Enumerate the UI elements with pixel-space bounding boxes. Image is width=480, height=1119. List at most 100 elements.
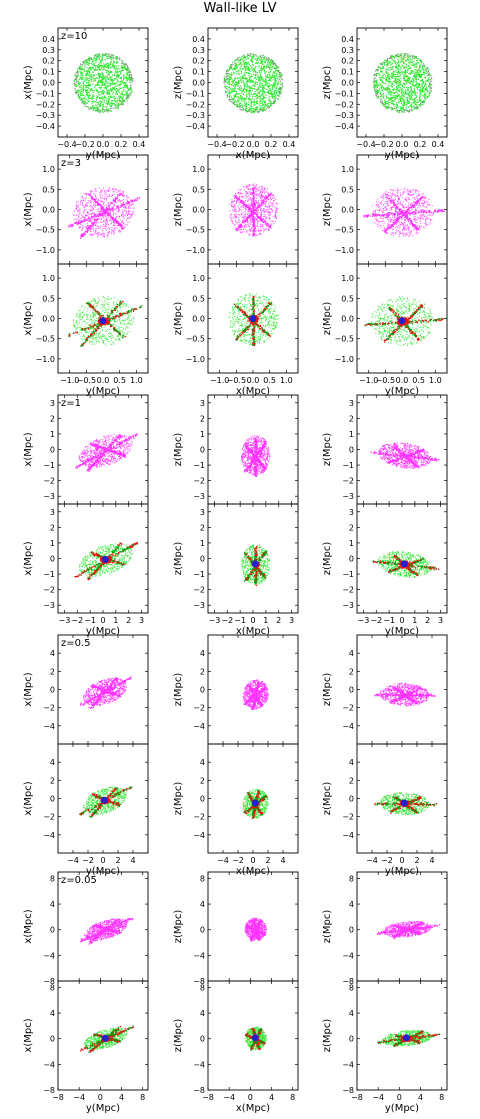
particle-point xyxy=(101,230,103,232)
particle-point xyxy=(428,68,430,71)
particle-point xyxy=(272,85,274,87)
particle-point xyxy=(414,66,416,68)
particle-point xyxy=(427,74,429,76)
particle-point xyxy=(269,68,271,71)
particle-point xyxy=(403,59,405,61)
particle-point xyxy=(111,209,113,211)
particle-point xyxy=(100,60,102,62)
particle-point xyxy=(119,59,121,61)
particle-point xyxy=(123,207,125,208)
particle-point xyxy=(427,80,429,82)
particle-point xyxy=(275,63,277,65)
particle-point xyxy=(117,223,120,226)
particle-point xyxy=(93,64,95,66)
particle-point xyxy=(254,75,256,77)
particle-point xyxy=(102,98,104,100)
particle-point xyxy=(245,98,247,101)
particle-point xyxy=(111,99,113,102)
particle-point xyxy=(257,106,259,108)
particle-point xyxy=(392,95,394,97)
particle-point xyxy=(103,75,105,77)
particle-point xyxy=(254,82,256,84)
particle-point xyxy=(105,223,107,225)
particle-point xyxy=(117,76,119,78)
particle-point xyxy=(106,98,108,100)
particle-point xyxy=(120,190,122,192)
particle-point xyxy=(274,67,276,69)
particle-point xyxy=(379,101,381,103)
particle-point xyxy=(124,85,127,87)
particle-point xyxy=(240,109,242,111)
particle-point xyxy=(387,104,390,106)
particle-point xyxy=(411,108,413,110)
particle-point xyxy=(91,209,93,211)
particle-point xyxy=(401,88,403,90)
particle-point xyxy=(388,93,390,95)
particle-point xyxy=(406,100,409,102)
particle-point xyxy=(261,97,263,99)
particle-point xyxy=(246,56,249,58)
particle-point xyxy=(82,204,83,206)
particle-point xyxy=(385,61,387,63)
particle-point xyxy=(105,198,107,200)
particle-point xyxy=(98,74,100,76)
particle-point xyxy=(391,58,393,60)
particle-point xyxy=(389,69,391,71)
particle-point xyxy=(114,78,116,80)
particle-point xyxy=(405,76,407,78)
particle-point xyxy=(74,83,76,85)
particle-point xyxy=(419,58,421,60)
particle-point xyxy=(245,68,247,70)
particle-point xyxy=(103,101,105,103)
particle-point xyxy=(419,77,421,79)
particle-point xyxy=(400,56,402,58)
particle-point xyxy=(396,79,398,81)
y-tick-label: −0.1 xyxy=(335,89,354,98)
particle-point xyxy=(97,219,99,221)
particle-point xyxy=(230,78,232,80)
particle-point xyxy=(118,208,120,210)
particle-point xyxy=(402,65,404,67)
particle-point xyxy=(418,75,420,78)
particle-point xyxy=(400,83,402,85)
particle-point xyxy=(239,71,241,73)
particle-point xyxy=(276,78,278,80)
particle-point xyxy=(381,79,383,81)
particle-point xyxy=(102,69,104,71)
particle-point xyxy=(118,189,120,191)
particle-point xyxy=(119,192,120,194)
particle-point xyxy=(375,73,377,75)
particle-point xyxy=(101,189,103,191)
particle-point xyxy=(245,83,247,85)
particle-point xyxy=(425,95,428,97)
particle-point xyxy=(234,88,236,90)
particle-point xyxy=(408,68,410,70)
particle-point xyxy=(390,107,392,109)
particle-point xyxy=(401,90,403,92)
particle-point xyxy=(385,79,387,81)
particle-point xyxy=(265,67,267,69)
particle-point xyxy=(374,90,376,92)
particle-point xyxy=(253,111,255,113)
particle-point xyxy=(226,94,228,96)
particle-point xyxy=(265,84,268,86)
particle-point xyxy=(113,61,115,63)
particle-point xyxy=(392,100,394,102)
particle-point xyxy=(83,83,85,85)
particle-point xyxy=(85,59,88,61)
particle-point xyxy=(430,87,432,89)
particle-point xyxy=(252,57,254,59)
particle-point xyxy=(103,198,105,200)
particle-point xyxy=(422,62,424,64)
particle-point xyxy=(234,67,236,69)
particle-point xyxy=(233,94,235,97)
particle-point xyxy=(92,224,94,226)
particle-point xyxy=(112,231,114,233)
particle-point xyxy=(105,215,107,217)
particle-point xyxy=(114,224,116,226)
particle-point xyxy=(420,92,422,95)
particle-point xyxy=(113,83,115,85)
particle-point xyxy=(419,104,421,106)
particle-point xyxy=(106,71,108,73)
particle-point xyxy=(124,68,126,70)
